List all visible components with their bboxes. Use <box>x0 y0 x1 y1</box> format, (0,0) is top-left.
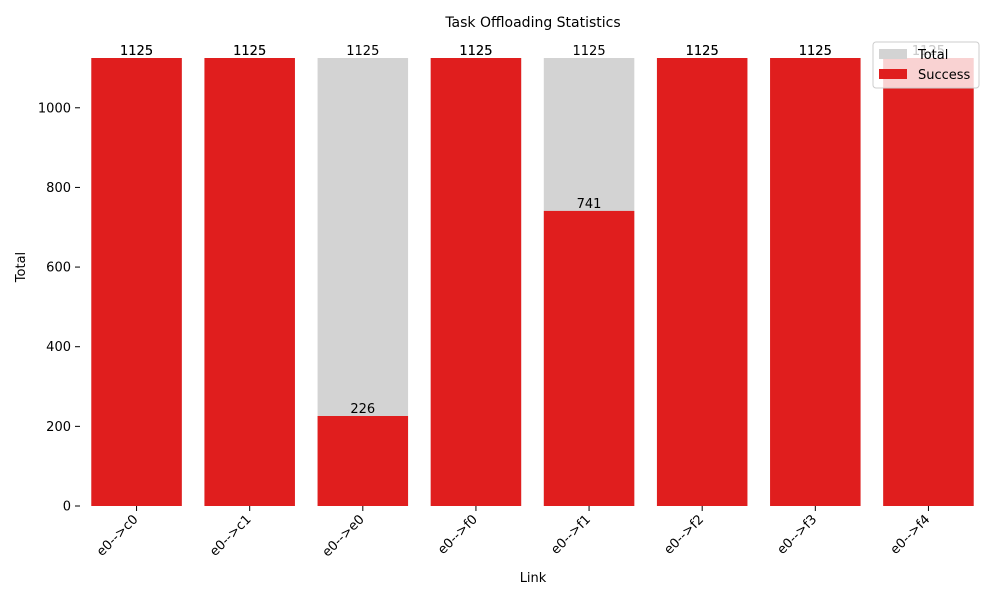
bar-success-6 <box>770 58 861 506</box>
data-label-success-3: 1125 <box>459 44 492 59</box>
x-tick-label-1: e0-->c1 <box>207 512 254 559</box>
y-tick-label: 1000 <box>38 101 71 116</box>
x-tick-label-5: e0-->f2 <box>661 512 707 558</box>
data-label-success-2: 226 <box>350 402 375 417</box>
data-label-success-0: 1125 <box>120 44 153 59</box>
legend: Total Success <box>872 41 980 89</box>
x-axis: e0-->c0 e0-->c1 e0-->e0 e0-->f0 e0-->f1 e0-->… <box>94 506 933 560</box>
x-tick-label-6: e0-->f3 <box>775 512 821 558</box>
x-tick-label-7: e0-->f4 <box>888 512 934 558</box>
x-axis-label: Link <box>520 571 547 586</box>
legend-label-0: Total <box>917 48 948 63</box>
bar-success-7 <box>883 58 974 506</box>
bar-success-0 <box>91 58 182 506</box>
data-label-total-0: 1125 <box>120 44 153 59</box>
bar-success-5 <box>656 58 748 506</box>
data-label-success-5: 1125 <box>686 44 719 59</box>
legend-label-1: Success <box>918 68 971 83</box>
data-label-success-6: 1125 <box>799 44 832 59</box>
data-label-total-6: 1125 <box>799 44 832 59</box>
y-axis-label: Total <box>14 252 29 283</box>
chart-title: Task Offloading Statistics <box>444 15 620 31</box>
x-tick-label-3: e0-->f0 <box>435 512 481 558</box>
y-tick-label: 0 <box>63 500 71 515</box>
data-label-total-4: 1125 <box>573 44 606 59</box>
data-label-success-4: 741 <box>577 197 602 212</box>
y-tick-label: 200 <box>46 420 71 435</box>
x-tick-label-4: e0-->f1 <box>548 512 594 558</box>
data-label-total-2: 1125 <box>346 44 379 59</box>
y-axis: 0 200 400 600 800 1000 <box>38 101 80 515</box>
bar-success-2 <box>317 416 409 506</box>
x-tick-label-2: e0-->e0 <box>320 512 368 560</box>
data-label-success-1: 1125 <box>233 44 266 59</box>
data-label-total-5: 1125 <box>686 44 719 59</box>
data-label-total-1: 1125 <box>233 44 266 59</box>
x-tick-label-0: e0-->c0 <box>94 512 141 559</box>
legend-swatch-0 <box>879 49 907 59</box>
y-tick-label: 600 <box>46 261 71 276</box>
y-tick-label: 400 <box>46 340 71 355</box>
data-label-total-3: 1125 <box>459 44 492 59</box>
bar-success-3 <box>430 58 522 506</box>
bar-success-4 <box>543 210 635 506</box>
legend-swatch-1 <box>879 69 907 79</box>
y-tick-label: 800 <box>46 181 71 196</box>
bar-success-1 <box>204 58 295 506</box>
